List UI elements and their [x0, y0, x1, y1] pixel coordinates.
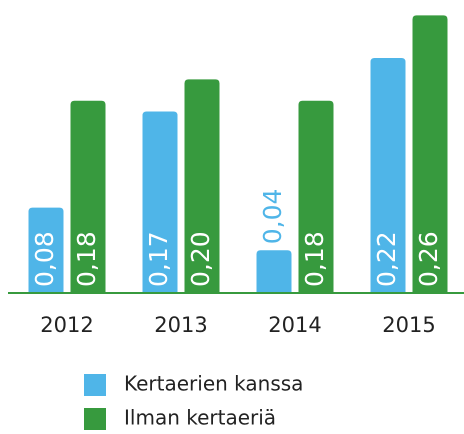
bar	[412, 15, 448, 293]
bar	[298, 100, 334, 293]
bar	[142, 111, 178, 294]
legend-label: Ilman kertaeriä	[124, 406, 276, 430]
legend-swatch	[84, 408, 106, 430]
x-tick-label: 2014	[268, 313, 321, 337]
value-label: 0,04	[258, 189, 287, 245]
value-label: 0,26	[414, 231, 443, 287]
value-label: 0,08	[30, 231, 59, 287]
value-label: 0,20	[186, 231, 215, 287]
x-tick-label: 2013	[154, 313, 207, 337]
bar	[256, 250, 292, 293]
bar	[28, 207, 64, 293]
value-label: 0,18	[300, 231, 329, 287]
legend-swatch	[84, 374, 106, 396]
legend-label: Kertaerien kanssa	[124, 372, 303, 396]
value-label: 0,22	[372, 231, 401, 287]
value-label: 0,18	[72, 231, 101, 287]
x-tick-label: 2015	[382, 313, 435, 337]
bar	[184, 79, 220, 293]
bar	[70, 100, 106, 293]
value-label: 0,17	[144, 231, 173, 287]
bar	[370, 58, 406, 293]
x-tick-label: 2012	[40, 313, 93, 337]
